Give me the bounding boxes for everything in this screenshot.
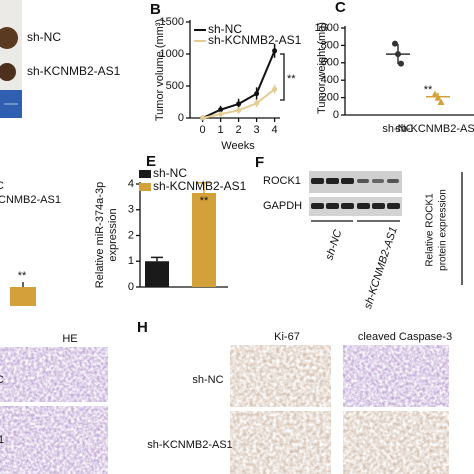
legend-swatch (139, 183, 151, 191)
blot (309, 171, 402, 193)
lane-label: sh-KCNMB2-AS1 (362, 225, 400, 310)
y-axis-label: Relative miR-374a-3p (94, 182, 106, 288)
point (395, 51, 401, 58)
point (218, 111, 224, 117)
annotation: ** (424, 84, 433, 96)
x-tick-label: 1 (218, 124, 224, 136)
y-axis-label: Tumor volume (mm³) (154, 19, 166, 121)
x-tick-label: sh-KCNMB2-AS1 (395, 123, 474, 135)
y-tick-label: 1 (128, 255, 134, 267)
annotation: ** (18, 270, 27, 282)
point (272, 86, 278, 92)
bar (192, 193, 216, 287)
legend-label: sh-NC (208, 22, 242, 36)
annotation: ** (200, 195, 209, 207)
x-tick-label: 2 (236, 124, 242, 136)
bar-fragment (10, 287, 36, 306)
point (218, 107, 224, 113)
row-fragment: C (0, 374, 4, 386)
y-tick-label: 3 (128, 204, 134, 216)
point (431, 90, 439, 98)
panel-label: E (146, 153, 156, 170)
column-title: Ki-67 (274, 331, 300, 343)
y-tick-label: 400 (321, 74, 339, 86)
x-tick-label: 0 (200, 124, 206, 136)
column-title: cleaved Caspase-3 (358, 331, 452, 343)
legend-label: sh-NC (153, 166, 187, 180)
annotation: ** (287, 73, 296, 85)
row-fragment: 1 (0, 434, 4, 446)
x-axis-label: Weeks (221, 140, 255, 152)
y-tick-label: 1500 (160, 16, 184, 28)
x-tick-label: 4 (272, 124, 278, 136)
x-tick-label: 3 (254, 124, 260, 136)
point (434, 94, 442, 101)
y-axis-label: Relative ROCK1 (425, 193, 436, 267)
blot-row-label: ROCK1 (263, 175, 301, 187)
y-tick-label: 600 (321, 57, 339, 69)
y-tick-label: 4 (128, 178, 134, 190)
tumor-label: sh-NC (27, 30, 61, 44)
y-axis-label: Tumor weight (mg) (316, 22, 328, 114)
point (254, 100, 260, 106)
panel-label: C (335, 0, 346, 16)
y-tick-label: 800 (321, 39, 339, 51)
row-label: sh-KCNMB2-AS1 (147, 439, 233, 451)
lane-label: sh-NC (323, 228, 344, 261)
row-label: sh-NC (192, 374, 223, 386)
histology-image (0, 406, 108, 474)
point (236, 107, 242, 113)
tumor (0, 27, 18, 49)
column-title: HE (62, 333, 77, 345)
y-tick-label: 1000 (160, 48, 184, 60)
y-axis-label: protein expression (438, 189, 449, 271)
ihc-image (343, 345, 449, 407)
y-tick-label: 500 (166, 80, 184, 92)
y-tick-label: 0 (333, 109, 339, 121)
y-tick-label: 0 (128, 281, 134, 293)
bar (145, 261, 169, 287)
tumor (0, 63, 16, 81)
blot-row-label: GAPDH (263, 200, 302, 212)
bands (311, 178, 400, 209)
significance-bracket (280, 53, 285, 101)
ihc-image (230, 411, 331, 474)
ihc-image (343, 411, 449, 474)
point (437, 98, 445, 105)
legend-label: sh-KCNMB2-AS1 (153, 179, 247, 193)
point (236, 101, 242, 107)
point (200, 115, 206, 121)
blot (309, 197, 402, 216)
point (392, 40, 398, 47)
x-tick-label: sh-NC (382, 123, 413, 135)
point (272, 48, 278, 54)
tumor-label: sh-KCNMB2-AS1 (27, 64, 121, 78)
ihc-image (230, 345, 331, 407)
panel-label: H (137, 319, 148, 336)
point (254, 91, 260, 97)
y-tick-label: 2 (128, 229, 134, 241)
y-tick-label: 1000 (315, 22, 339, 34)
y-axis-label: expression (107, 208, 119, 261)
y-tick-label: 0 (178, 112, 184, 124)
y-tick-label: 200 (321, 92, 339, 104)
legend-fragment: C (0, 180, 4, 192)
legend-label: sh-KCNMB2-AS1 (208, 33, 302, 47)
legend-swatch (139, 170, 151, 178)
panel-label: F (255, 154, 264, 171)
point (398, 60, 404, 67)
legend-fragment: CNMB2-AS1 (0, 194, 61, 206)
histology-image (0, 347, 108, 402)
panel-label: B (150, 1, 161, 18)
